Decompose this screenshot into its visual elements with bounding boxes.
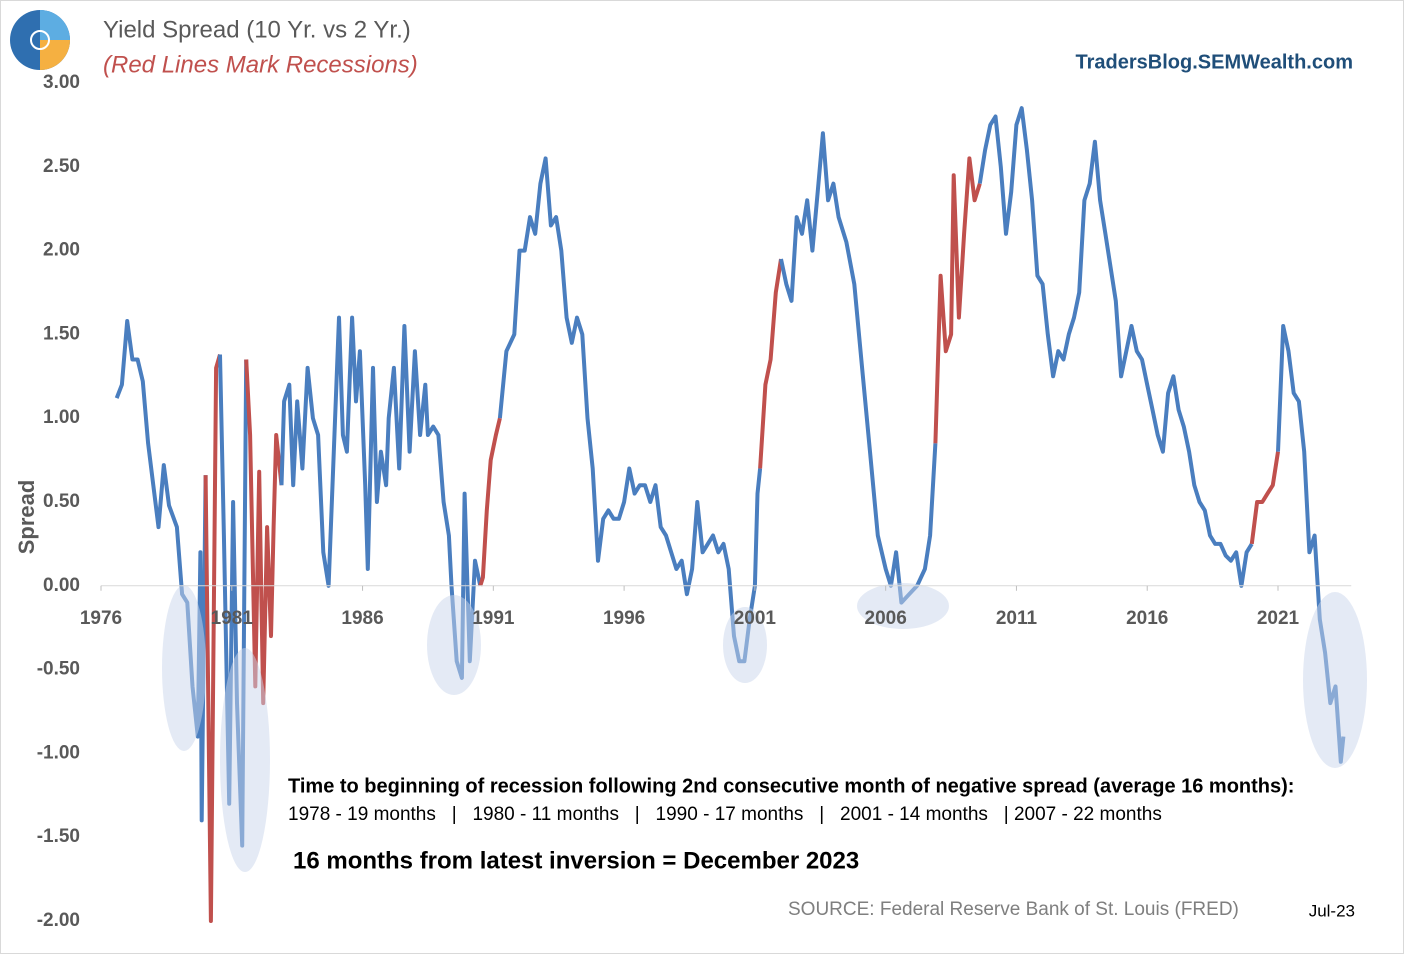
x-tick-label: 2006: [865, 608, 907, 629]
spread-line: [977, 106, 1254, 588]
y-tick-label: 2.00: [43, 240, 80, 261]
spread-line: [279, 315, 483, 680]
spread-line: [114, 319, 208, 823]
logo: [10, 10, 70, 70]
y-tick-label: -0.50: [37, 659, 80, 680]
annotation: 16 months from latest inversion = Decemb…: [293, 847, 859, 874]
recession-line: [478, 417, 502, 587]
x-tick-label: 1976: [80, 608, 122, 629]
y-tick-label: 0.00: [43, 575, 80, 596]
x-tick-label: 1996: [603, 608, 645, 629]
x-tick-label: 1981: [211, 608, 254, 629]
annotation: Time to beginning of recession following…: [288, 775, 1294, 797]
x-tick-label: 2016: [1126, 608, 1168, 629]
recession-line: [758, 258, 783, 469]
chart-title: Yield Spread (10 Yr. vs 2 Yr.): [103, 16, 411, 43]
y-axis-label: Spread: [14, 480, 39, 555]
site-label: TradersBlog.SEMWealth.com: [1076, 51, 1353, 73]
y-tick-label: 1.00: [43, 407, 80, 428]
spread-line: [497, 156, 763, 664]
recession-line: [933, 156, 982, 444]
y-tick-label: -1.00: [37, 742, 80, 763]
recession-line: [203, 353, 222, 923]
date-label: Jul-23: [1309, 901, 1355, 920]
x-tick-label: 2001: [734, 608, 777, 629]
y-tick-label: 0.50: [43, 491, 80, 512]
x-tick-label: 1991: [472, 608, 515, 629]
y-tick-label: 1.50: [43, 323, 80, 344]
x-tick-label: 1986: [341, 608, 383, 629]
y-tick-label: 2.50: [43, 156, 80, 177]
y-tick-label: 3.00: [43, 72, 80, 93]
x-tick-label: 2011: [996, 608, 1038, 629]
source-note: SOURCE: Federal Reserve Bank of St. Loui…: [788, 899, 1239, 920]
x-tick-label: 2021: [1257, 608, 1300, 629]
y-tick-label: -1.50: [37, 826, 80, 847]
y-tick-label: -2.00: [37, 910, 80, 931]
annotation: 1978 - 19 months | 1980 - 11 months | 19…: [288, 804, 1162, 825]
inversion-highlights: [162, 583, 1367, 872]
chart-subtitle: (Red Lines Mark Recessions): [103, 51, 418, 78]
recession-line: [1249, 451, 1280, 545]
recession-line: [244, 359, 284, 706]
